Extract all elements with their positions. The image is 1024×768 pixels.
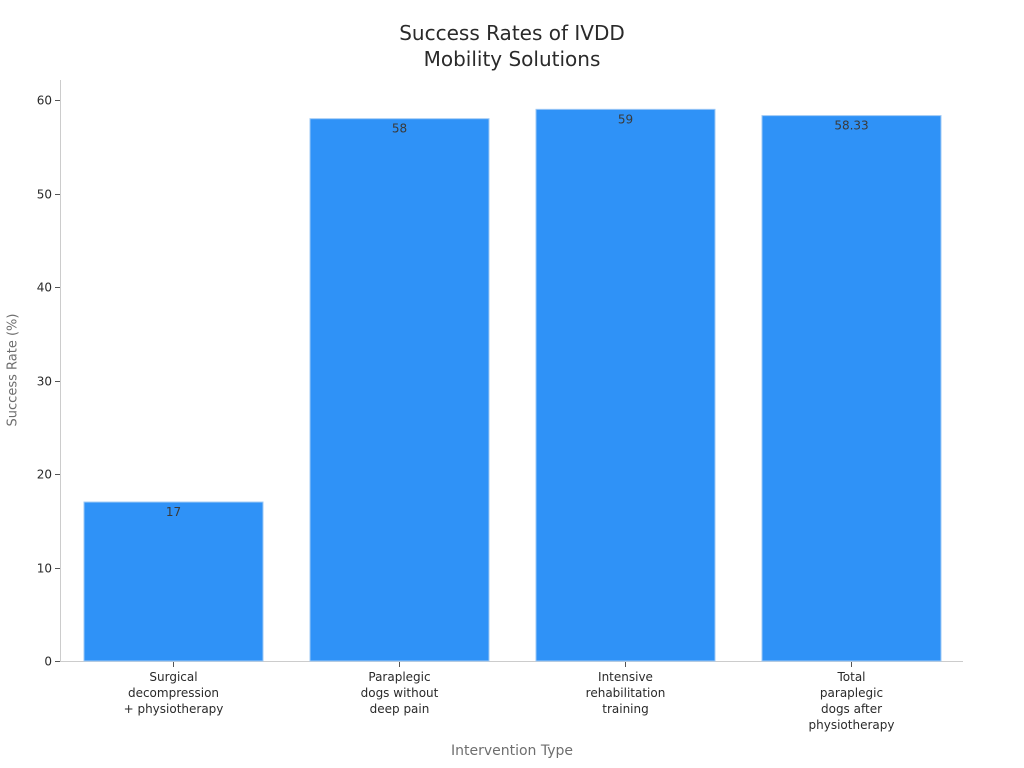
x-category-label: Total paraplegic dogs after physiotherapy [752, 669, 952, 733]
x-category-label-line: decompression [127, 686, 220, 700]
y-tick-label: 10 [37, 562, 52, 576]
x-category-label: Paraplegic dogs without deep pain [300, 669, 500, 717]
y-tick-label: 0 [44, 655, 52, 669]
bar [761, 115, 942, 662]
x-category-label-line: physiotherapy [808, 718, 895, 732]
x-category-label-line: paraplegic [819, 686, 884, 700]
y-axis-ticks: 0 10 20 30 40 50 60 [37, 94, 60, 669]
x-category-label-line: Surgical [149, 670, 198, 684]
chart-title-line-1: Success Rates of IVDD [399, 21, 625, 45]
x-category-label: Intensive rehabilitation training [526, 669, 726, 717]
x-category-label-line: dogs after [820, 702, 883, 716]
x-category-label: Surgical decompression + physiotherapy [74, 669, 274, 717]
y-tick-label: 30 [37, 375, 52, 389]
chart-title: Success Rates of IVDD Mobility Solutions [312, 20, 712, 72]
bar [83, 501, 264, 662]
y-tick-label: 20 [37, 468, 52, 482]
x-category-label-line: rehabilitation [585, 686, 666, 700]
y-tick-label: 40 [37, 281, 52, 295]
x-category-label-line: Total [837, 670, 866, 684]
y-tick-label: 50 [37, 188, 52, 202]
x-category-label-line: dogs without [360, 686, 439, 700]
x-category-label-line: deep pain [369, 702, 430, 716]
chart-title-line-2: Mobility Solutions [423, 47, 601, 71]
bar-value-label: 59 [618, 112, 633, 126]
x-category-label-line: Paraplegic [368, 670, 431, 684]
x-category-label-line: training [602, 702, 649, 716]
x-category-label-line: + physiotherapy [123, 702, 224, 716]
x-axis-title: Intervention Type [450, 743, 574, 759]
bar-value-label: 58.33 [834, 119, 868, 133]
bar-value-label: 17 [166, 505, 181, 519]
x-axis-ticks [173, 662, 852, 667]
x-category-label-line: Intensive [598, 670, 653, 684]
bar [535, 108, 716, 662]
bars: 17 58 59 58.33 [83, 108, 942, 662]
bar [309, 118, 490, 662]
bar-value-label: 58 [392, 122, 407, 136]
y-tick-label: 60 [37, 94, 52, 108]
